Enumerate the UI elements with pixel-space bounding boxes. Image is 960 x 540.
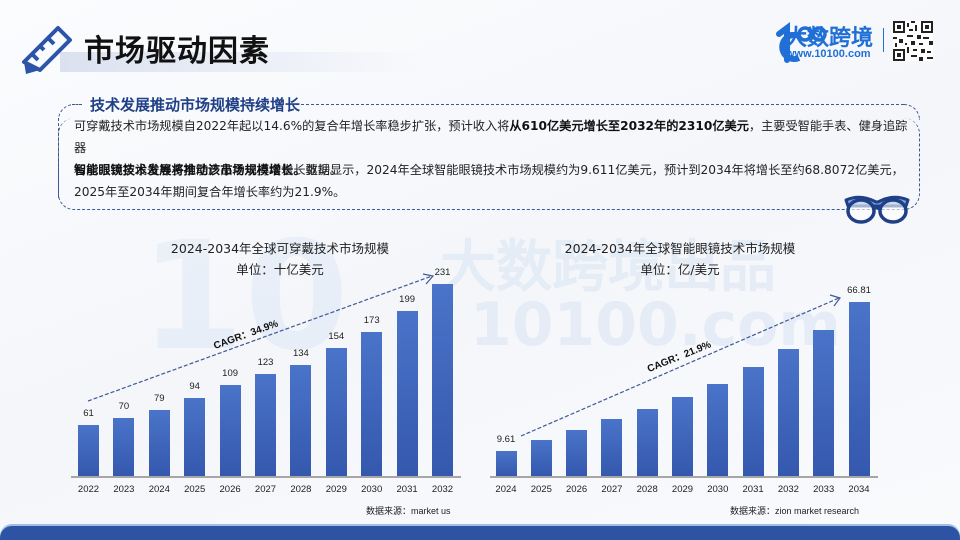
x-tick-label: 2029 (671, 484, 694, 495)
x-tick-label: 2034 (848, 484, 870, 495)
brand-logo-mark (776, 22, 827, 63)
bar-2032 (432, 284, 453, 476)
bar-value-label: 79 (154, 393, 165, 405)
chart-unit: 单位：十亿美元 (236, 262, 324, 277)
x-tick-label: 2030 (707, 484, 729, 495)
bar-2025 (530, 440, 552, 476)
x-tick-label: 2028 (290, 484, 312, 495)
glasses-icon (844, 195, 910, 224)
x-tick-label: 2024 (148, 484, 170, 495)
bar-2023 (113, 417, 135, 476)
x-tick-label: 2025 (184, 484, 206, 495)
paragraph-text: ，主要受智能手表、健身追踪器 (74, 119, 908, 155)
bar-2027 (255, 373, 276, 476)
x-tick-label: 2026 (566, 484, 588, 495)
bar-value-label: 173 (363, 315, 380, 327)
bar-value-label: 9.61 (496, 433, 516, 445)
summary-box-side-left (58, 118, 59, 198)
bar-2029 (672, 396, 693, 476)
footer-band (0, 526, 960, 540)
bar-2022 (78, 425, 99, 476)
title-band (60, 52, 420, 72)
page-title: 市场驱动因素 (84, 34, 270, 69)
bar-value-label: 154 (328, 331, 345, 342)
summary-box-border (296, 104, 904, 105)
paragraph-text: 数据显示，2024年全球智能眼镜技术市场规模约为9.611亿美元，预计到2034… (305, 163, 904, 177)
bar-2030 (707, 383, 729, 476)
paragraph-wearables: 可穿戴技术市场规模自2022年起以14.6%的复合年增长率稳步扩张，预计收入将从… (74, 115, 914, 181)
bar-2031 (396, 310, 418, 476)
x-tick-label: 2027 (601, 484, 623, 495)
bar-2028 (636, 409, 658, 476)
x-tick-label: 2029 (325, 484, 347, 495)
x-tick-label: 2030 (361, 484, 383, 495)
paragraph-text: 和增强现实设备等多功能产品需求持续增长驱动。 (74, 163, 343, 177)
data-source: 数据来源：market us (366, 506, 451, 516)
bar-2034 (848, 302, 870, 476)
qr-code-icon[interactable] (893, 21, 933, 61)
bar-2025 (184, 397, 206, 476)
x-tick-label: 2031 (396, 484, 418, 495)
bar-value-label: 94 (189, 380, 200, 392)
x-axis (71, 476, 461, 478)
summary-box-border (72, 104, 82, 105)
data-source: 数据来源：zion market research (730, 506, 860, 516)
x-tick-label: 2024 (495, 484, 517, 495)
x-tick-label: 2033 (813, 484, 835, 495)
logo-divider (883, 28, 884, 52)
watermark-logo-mark: 10 (140, 210, 349, 384)
bar-2026 (566, 430, 588, 476)
x-tick-label: 2022 (77, 484, 100, 495)
bar-value-label: 231 (434, 267, 451, 278)
paragraph-text: 可穿戴技术市场规模自2022年起以14.6%的复合年增长率稳步扩张，预计收入将 (74, 119, 510, 133)
brand-url[interactable]: www.10100.com (786, 48, 871, 60)
bar-value-label: 199 (399, 293, 416, 305)
bar-value-label: 70 (118, 400, 130, 412)
bar-2024 (148, 410, 170, 476)
bar-2027 (601, 419, 623, 476)
paragraph-highlight: 智能眼镜技术发展将推动该市场规模增长。 (74, 163, 306, 177)
bar-2033 (813, 329, 835, 476)
summary-heading: 技术发展推动市场规模持续增长 (90, 96, 301, 114)
x-tick-label: 2031 (742, 484, 764, 495)
x-tick-label: 2032 (431, 484, 454, 495)
bar-2032 (777, 348, 799, 476)
paragraph-highlight: 从610亿美元增长至2032年的2310亿美元 (509, 119, 749, 133)
paragraph-smart-glasses: 智能眼镜技术发展将推动该市场规模增长。数据显示，2024年全球智能眼镜技术市场规… (74, 159, 914, 203)
cagr-arrow (87, 273, 435, 402)
x-tick-label: 2023 (113, 484, 135, 495)
bar-value-label: 134 (292, 347, 309, 359)
bar-value-label: 66.81 (847, 285, 871, 296)
bar-2026 (219, 385, 241, 476)
bar-2029 (325, 348, 347, 476)
pencil-ruler-icon (22, 26, 72, 74)
chart-title: 2024-2034年全球智能眼镜技术市场规模 (564, 241, 796, 256)
bar-value-label: 61 (83, 408, 94, 420)
summary-box-corner (58, 104, 74, 120)
bar-2030 (361, 332, 383, 476)
chart-unit: 单位：亿/美元 (640, 262, 720, 277)
bar-value-label: 109 (222, 368, 239, 380)
bar-value-label: 123 (257, 356, 274, 368)
cagr-arrow (520, 294, 841, 437)
watermark-brand: 大数跨境出品 (440, 235, 776, 300)
x-tick-label: 2027 (254, 484, 277, 495)
bar-2028 (290, 364, 312, 476)
x-tick-label: 2026 (219, 484, 241, 495)
paragraph-text: 2025年至2034年期间复合年增长率约为21.9%。 (74, 185, 346, 199)
x-tick-label: 2032 (777, 484, 799, 495)
bar-2031 (742, 366, 764, 476)
watermark-url: 10100.com (470, 290, 841, 360)
x-tick-label: 2025 (530, 484, 552, 495)
x-axis (490, 476, 878, 478)
x-tick-label: 2028 (636, 484, 658, 495)
bar-2024 (495, 450, 517, 476)
brand-name: 大数跨境 (785, 26, 874, 51)
chart-title: 2024-2034年全球可穿戴技术市场规模 (170, 241, 390, 256)
